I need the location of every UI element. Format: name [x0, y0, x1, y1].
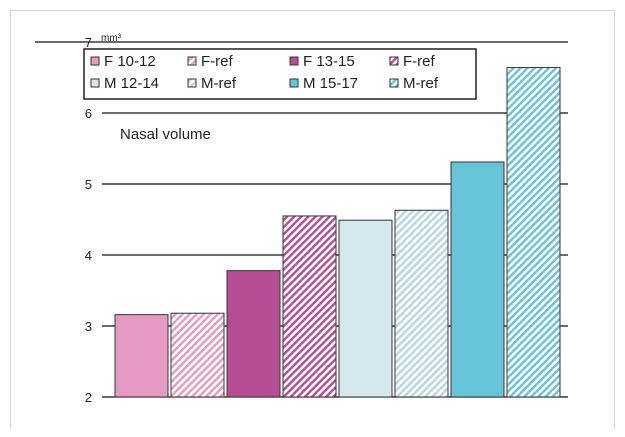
bar: [170, 312, 225, 398]
y-tick-label: 6: [85, 106, 92, 121]
legend-swatch: [289, 56, 299, 66]
legend-label: F-ref: [201, 53, 233, 70]
annotation-label: Nasal volume: [120, 126, 211, 143]
bar: [450, 161, 505, 398]
legend-swatch: [187, 56, 197, 66]
y-tick-label: 2: [85, 390, 92, 405]
legend-label: M 12-14: [104, 75, 159, 92]
chart-frame: [10, 10, 615, 430]
bar: [506, 67, 561, 398]
legend-label: F 10-12: [104, 53, 156, 70]
legend-label: M-ref: [201, 75, 237, 92]
legend-swatch: [90, 78, 100, 88]
legend-label: F-ref: [403, 53, 435, 70]
bar: [226, 270, 281, 398]
y-tick-label: 3: [85, 319, 92, 334]
legend-label: M-ref: [403, 75, 439, 92]
y-tick-label: 7: [85, 35, 92, 50]
legend-label: M 15-17: [303, 75, 358, 92]
legend-swatch: [90, 56, 100, 66]
legend-swatch: [389, 78, 399, 88]
y-axis: 2 3 4 5 6 7: [85, 35, 92, 405]
bar: [114, 314, 169, 398]
bar: [394, 209, 449, 398]
legend-swatch: [289, 78, 299, 88]
legend-label: F 13-15: [303, 53, 355, 70]
y-tick-label: 5: [85, 177, 92, 192]
legend-swatch: [187, 78, 197, 88]
y-unit-label: mm³: [101, 33, 122, 44]
legend: F 10-12 F-ref F 13-15 F-ref M 12-14 M-ref M 15…: [83, 48, 477, 100]
legend-swatch: [389, 56, 399, 66]
y-tick-label: 4: [85, 248, 92, 263]
legend-box: [83, 48, 477, 100]
bar: [338, 219, 393, 398]
bar: [282, 215, 337, 398]
bars-group: [114, 67, 561, 398]
